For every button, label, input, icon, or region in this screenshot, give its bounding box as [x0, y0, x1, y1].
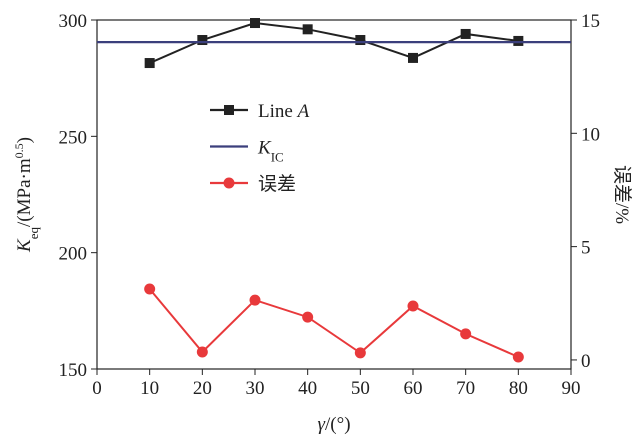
marker: [354, 347, 366, 359]
y2-axis-label: 误差/%: [611, 165, 633, 224]
text-part: γ: [317, 414, 325, 435]
y-tick-label: 150: [59, 360, 88, 381]
series-line: [148, 288, 519, 358]
legend-marker: [223, 177, 235, 189]
x-tick-label: 20: [193, 378, 212, 399]
text-part: /(°): [325, 414, 351, 435]
y-tick-label: 300: [59, 11, 88, 32]
y2-tick-label: 5: [581, 238, 591, 259]
text-part: eq: [26, 226, 41, 239]
marker: [513, 35, 524, 46]
text-part: K: [14, 238, 35, 253]
x-tick-label: 70: [456, 378, 475, 399]
marker: [407, 300, 419, 312]
marker: [196, 346, 208, 358]
series-line: [149, 22, 519, 64]
legend-label: Line A: [258, 101, 310, 122]
y2-tick-label: 0: [581, 351, 591, 372]
marker: [250, 18, 260, 29]
x-tick-label: 80: [509, 378, 528, 399]
marker: [197, 35, 208, 46]
text-part: K: [257, 138, 272, 159]
x-tick-label: 30: [246, 378, 265, 399]
x-tick-label: 0: [92, 378, 102, 399]
y-tick-label: 250: [59, 127, 88, 148]
text-part: IC: [271, 149, 284, 164]
text-part: 误差: [258, 173, 296, 195]
x-axis-label: γ/(°): [317, 414, 350, 435]
marker: [144, 283, 156, 295]
legend-label: KIC: [257, 138, 284, 165]
marker: [460, 28, 471, 39]
text-part: Line: [258, 101, 298, 122]
marker: [460, 328, 472, 340]
y2-tick-label: 10: [581, 124, 600, 145]
y2-tick-label: 15: [581, 11, 600, 32]
marker: [408, 52, 418, 63]
text-part: 误差/%: [611, 165, 633, 224]
legend-label: 误差: [258, 173, 296, 195]
text-part: ): [14, 137, 35, 143]
plot-frame: [96, 19, 572, 370]
text-part: A: [296, 101, 310, 122]
legend-marker: [224, 105, 234, 115]
x-tick-label: 10: [140, 378, 159, 399]
marker: [302, 311, 314, 323]
x-tick-label: 60: [404, 378, 423, 399]
y-tick-label: 200: [59, 244, 88, 265]
marker: [355, 35, 366, 46]
y-axis-label: Keq/(MPa·m0.5): [12, 137, 41, 253]
text-part: 0.5: [12, 143, 26, 158]
x-tick-label: 50: [351, 378, 370, 399]
marker: [302, 24, 313, 35]
x-tick-label: 40: [298, 378, 317, 399]
text-part: /(MPa·m: [14, 158, 35, 227]
marker: [512, 351, 524, 363]
x-tick-label: 90: [562, 378, 581, 399]
marker: [144, 58, 155, 69]
marker: [249, 294, 261, 306]
